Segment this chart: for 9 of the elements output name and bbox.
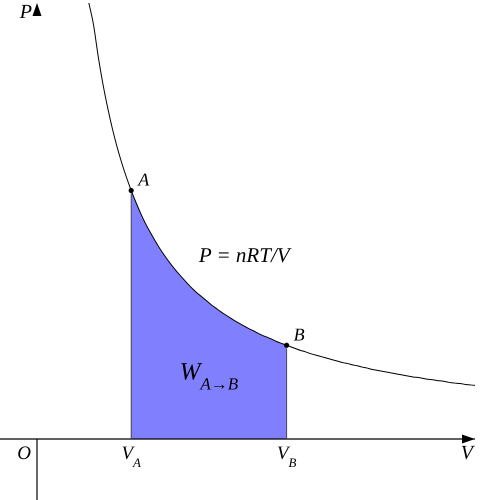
annotation: A	[137, 169, 150, 190]
x-tick-label: V$_{B}$	[276, 443, 296, 470]
x-axis-title: V	[460, 442, 476, 464]
series-label: P = nRT/V	[198, 243, 292, 268]
y-axis-title: P	[18, 1, 32, 23]
text: O	[17, 443, 32, 464]
series-label: W$_{A→B}$	[180, 358, 239, 393]
annotation: B	[294, 324, 305, 344]
x-tick-label: V$_{A}$	[121, 443, 142, 470]
